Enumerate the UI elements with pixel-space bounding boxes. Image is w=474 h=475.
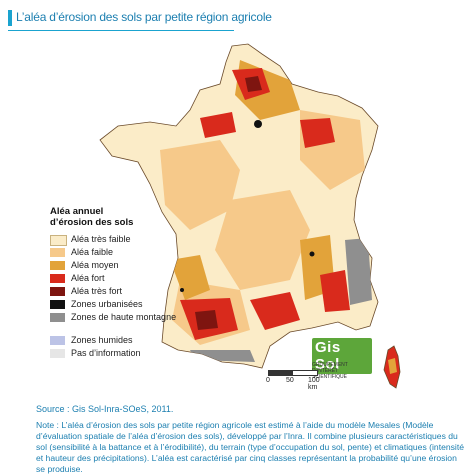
header: L’aléa d’érosion des sols par petite rég…: [0, 0, 474, 34]
legend-item-haute-montagne: Zones de haute montagne: [50, 312, 200, 334]
legend-item-tres-faible: Aléa très faible: [50, 234, 200, 246]
source-text: Source : Gis Sol-Inra-SOeS, 2011.: [36, 404, 174, 414]
region-low-west: [160, 140, 240, 230]
legend-label: Aléa très faible: [71, 234, 131, 244]
region-high-normandy: [200, 112, 236, 138]
region-very-high-southwest: [195, 310, 218, 330]
legend-item-moyen: Aléa moyen: [50, 260, 200, 272]
legend-label: Pas d’information: [71, 348, 141, 358]
legend-label: Zones de haute montagne: [71, 312, 177, 322]
region-very-high-north: [245, 76, 262, 92]
legend-item-faible: Aléa faible: [50, 247, 200, 259]
swatch-haute-montagne: [50, 313, 65, 322]
scale-tick-50: 50: [286, 377, 294, 384]
logo-subtitle: GROUPEMENT D’INTÉRÊT SCIENTIFIQUE: [312, 362, 348, 380]
legend-label: Aléa très fort: [71, 286, 123, 296]
legend-item-tres-fort: Aléa très fort: [50, 286, 200, 298]
scale-bar: 0 50 100 km: [266, 370, 328, 391]
map-legend: Aléa annuel d’érosion des sols Aléa très…: [50, 206, 200, 361]
scale-bar-graphic: [268, 370, 318, 376]
legend-title: Aléa annuel d’érosion des sols: [50, 206, 200, 228]
region-low-center: [215, 190, 310, 290]
gis-sol-logo: Gis Sol GROUPEMENT D’INTÉRÊT SCIENTIFIQU…: [312, 338, 372, 390]
urban-paris: [254, 120, 262, 128]
legend-label: Aléa fort: [71, 273, 105, 283]
swatch-humides: [50, 336, 65, 345]
region-high-provence: [320, 270, 350, 312]
region-medium-aquitaine: [170, 255, 210, 300]
swatch-fort: [50, 274, 65, 283]
legend-label: Zones urbanisées: [71, 299, 143, 309]
swatch-faible: [50, 248, 65, 257]
legend-label: Aléa moyen: [71, 260, 119, 270]
legend-title-line1: Aléa annuel: [50, 206, 104, 217]
title-underline: [8, 30, 234, 31]
legend-item-pas-information: Pas d’information: [50, 348, 200, 360]
region-high-champagne: [300, 118, 335, 148]
scale-tick-100: 100 km: [308, 377, 320, 391]
region-mountain-alps: [345, 238, 372, 305]
swatch-tres-faible: [50, 235, 67, 246]
urban-bordeaux: [180, 288, 184, 292]
logo-name: Gis Sol: [312, 338, 372, 374]
title-accent-bar: [8, 10, 12, 26]
note-text: Note : L’aléa d’érosion des sols par pet…: [36, 420, 465, 474]
legend-item-humides: Zones humides: [50, 335, 200, 347]
page-title: L’aléa d’érosion des sols par petite rég…: [16, 10, 272, 24]
france-mainland: [99, 43, 379, 369]
legend-label: Zones humides: [71, 335, 133, 345]
urban-lyon: [309, 251, 315, 257]
scale-tick-0: 0: [266, 377, 270, 384]
swatch-tres-fort: [50, 287, 65, 296]
swatch-pas-information: [50, 349, 65, 358]
region-high-languedoc: [250, 292, 300, 330]
legend-title-line2: d’érosion des sols: [50, 217, 134, 228]
corsica-detail: [388, 358, 397, 374]
legend-label: Aléa faible: [71, 247, 114, 257]
legend-item-fort: Aléa fort: [50, 273, 200, 285]
swatch-urbanisees: [50, 300, 65, 309]
swatch-moyen: [50, 261, 65, 270]
legend-item-urbanisees: Zones urbanisées: [50, 299, 200, 311]
